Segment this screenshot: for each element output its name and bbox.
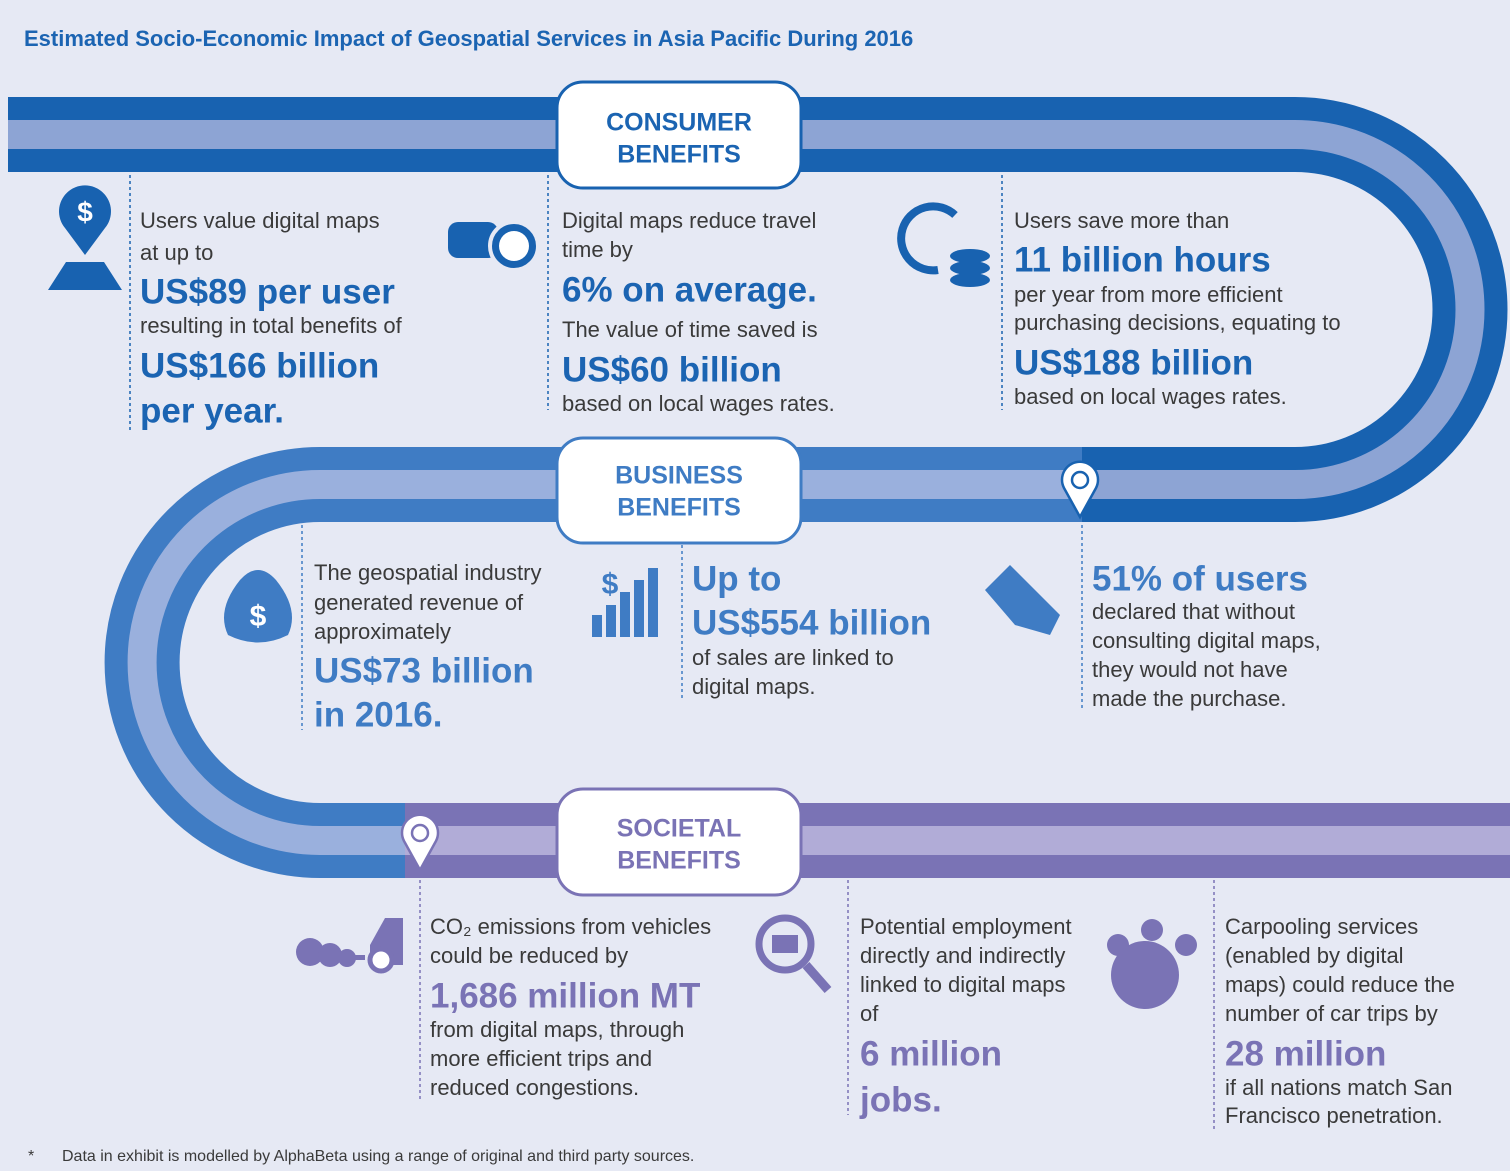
description: Carpooling services [1225, 914, 1418, 939]
description: Francisco penetration. [1225, 1103, 1443, 1128]
highlight: Up to [692, 559, 781, 598]
highlight: in 2016. [314, 695, 442, 734]
description: more efficient trips and [430, 1046, 652, 1071]
heading-box [555, 80, 803, 190]
icon [296, 914, 1197, 1009]
section-heading: CONSUMER [606, 109, 752, 137]
highlight: US$188 billion [1014, 343, 1253, 382]
description: per year from more efficient [1014, 282, 1283, 307]
description: The geospatial industry [314, 560, 541, 585]
description: Users value digital maps [140, 208, 380, 233]
description: consulting digital maps, [1092, 628, 1321, 653]
highlight: per year. [140, 391, 284, 430]
description: purchasing decisions, equating to [1014, 310, 1341, 335]
description: approximately [314, 619, 451, 644]
description: declared that without [1092, 599, 1295, 624]
heading-box [555, 787, 803, 897]
description: (enabled by digital [1225, 943, 1404, 968]
description: directly and indirectly [860, 943, 1065, 968]
heading-box [555, 436, 803, 545]
divider [129, 175, 1215, 1130]
icon: $ [48, 185, 990, 290]
highlight: US$60 billion [562, 350, 782, 389]
road [8, 97, 1510, 878]
footnote: Data in exhibit is modelled by AlphaBeta… [62, 1148, 694, 1165]
description: at up to [140, 240, 213, 265]
highlight: jobs. [859, 1080, 942, 1119]
description: time by [562, 237, 633, 262]
icon: $ $ [224, 565, 1060, 643]
description: Digital maps reduce travel [562, 208, 816, 233]
description: based on local wages rates. [1014, 384, 1287, 409]
description: made the purchase. [1092, 686, 1286, 711]
description: of sales are linked to [692, 645, 894, 670]
description: linked to digital maps [860, 972, 1065, 997]
highlight: 11 billion hours [1014, 240, 1271, 279]
description: reduced congestions. [430, 1075, 639, 1100]
highlight: US$89 per user [140, 272, 395, 311]
description: Users save more than [1014, 208, 1229, 233]
highlight: 1,686 million MT [430, 976, 700, 1015]
highlight: US$554 billion [692, 603, 931, 642]
highlight: 6 million [860, 1034, 1002, 1073]
pin [1060, 460, 1100, 520]
section-heading: BENEFITS [617, 141, 741, 169]
title: Estimated Socio-Economic Impact of Geosp… [24, 26, 913, 51]
description: The value of time saved is [562, 317, 818, 342]
section-heading: BENEFITS [617, 494, 741, 522]
description: maps) could reduce the [1225, 972, 1455, 997]
description: digital maps. [692, 674, 816, 699]
description: number of car trips by [1225, 1001, 1438, 1026]
highlight: 51% of users [1092, 559, 1308, 598]
svg-text:$: $ [77, 196, 93, 227]
svg-text:$: $ [250, 600, 267, 633]
description: could be reduced by [430, 943, 628, 968]
highlight: US$166 billion [140, 346, 379, 385]
highlight: US$73 billion [314, 651, 534, 690]
highlight: 28 million [1225, 1034, 1386, 1073]
footnote-mark: * [28, 1148, 34, 1165]
description: based on local wages rates. [562, 391, 835, 416]
description: from digital maps, through [430, 1017, 684, 1042]
svg-text:$: $ [602, 568, 619, 601]
description: resulting in total benefits of [140, 313, 403, 338]
description: Potential employment [860, 914, 1072, 939]
section-heading: SOCIETAL [617, 815, 742, 843]
section-heading: BUSINESS [615, 462, 743, 490]
description: they would not have [1092, 657, 1288, 682]
section-heading: BENEFITS [617, 847, 741, 875]
description: generated revenue of [314, 590, 524, 615]
description: if all nations match San [1225, 1075, 1452, 1100]
description: CO₂ emissions from vehicles [430, 914, 711, 939]
description: of [860, 1001, 879, 1026]
pin [400, 813, 440, 873]
highlight: 6% on average. [562, 270, 817, 309]
